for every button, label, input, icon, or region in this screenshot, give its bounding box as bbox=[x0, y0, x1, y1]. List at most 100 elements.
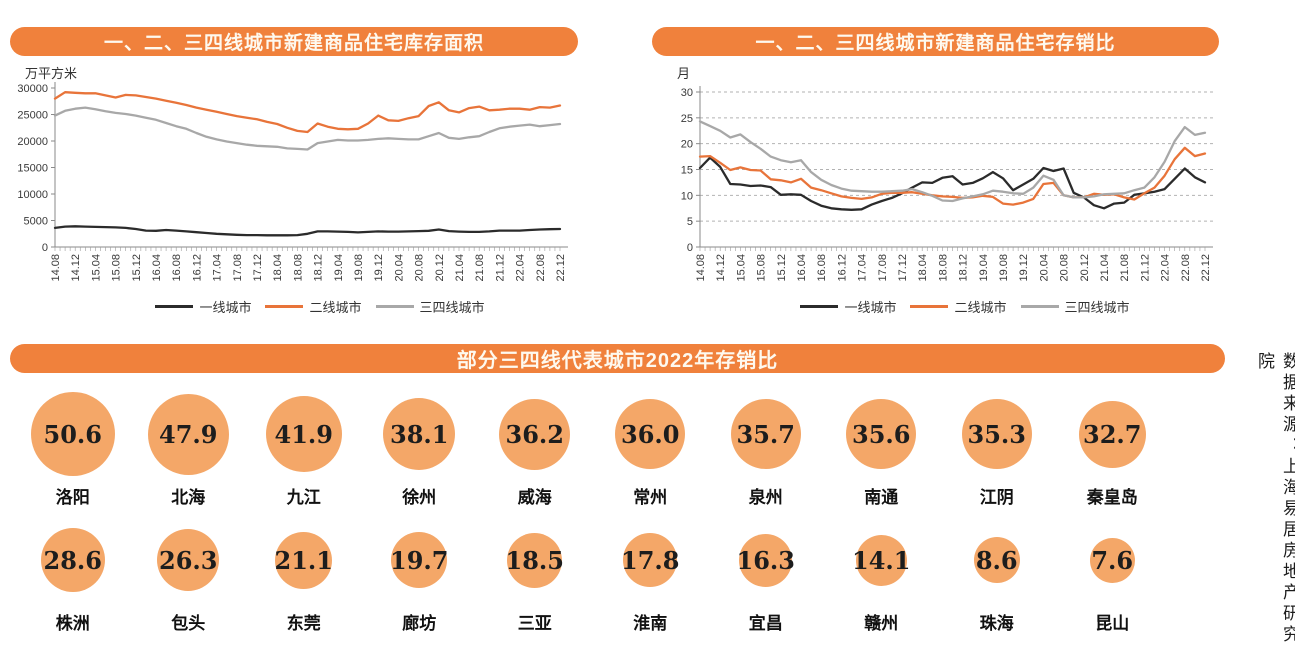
bubble-city-label: 徐州 bbox=[402, 488, 437, 507]
x-tick-label: 15.08 bbox=[756, 254, 768, 282]
bubble-cell: 19.7 廊坊 bbox=[362, 514, 478, 634]
x-tick-label: 15.12 bbox=[131, 254, 143, 282]
bubble-value: 32.7 bbox=[1083, 419, 1142, 449]
bubble-value: 35.6 bbox=[852, 419, 911, 449]
x-tick-label: 16.08 bbox=[816, 254, 828, 282]
bubble-value: 14.1 bbox=[852, 545, 911, 575]
bubble-city-label: 北海 bbox=[171, 488, 206, 507]
x-tick-label: 16.12 bbox=[191, 254, 203, 282]
x-tick-label: 21.08 bbox=[474, 254, 486, 282]
y-tick-label: 20 bbox=[681, 139, 693, 151]
x-axis: 14.08 14.12 15.04 15.08 15.12 16.04 16.08 16.12… bbox=[695, 246, 1213, 282]
x-tick-label: 19.04 bbox=[978, 254, 990, 282]
bubble-value: 8.6 bbox=[975, 545, 1018, 575]
series-line-tier2 bbox=[53, 91, 562, 134]
tier1-line-swatch bbox=[800, 305, 839, 308]
bubble-circle: 8.6 bbox=[973, 537, 1020, 583]
y-tick-label: 5000 bbox=[24, 216, 48, 228]
gridlines bbox=[700, 91, 1215, 222]
y-tick-label: 15000 bbox=[17, 163, 48, 175]
x-tick-label: 21.12 bbox=[494, 254, 506, 282]
tier34-line-swatch bbox=[375, 305, 414, 308]
y-tick-label: 0 bbox=[42, 242, 48, 254]
x-tick-label: 15.12 bbox=[776, 254, 788, 282]
y-axis: 0 5000 10000 15000 20000 25000 30000 bbox=[17, 82, 56, 254]
bubble-cell: 36.0 常州 bbox=[593, 388, 709, 508]
bubble-circle: 17.8 bbox=[621, 533, 680, 587]
bubble-city-label: 秦皇岛 bbox=[1086, 488, 1138, 507]
tier1-line-swatch bbox=[155, 305, 194, 308]
x-tick-label: 22.12 bbox=[555, 254, 567, 282]
ratio-line-chart: 月 0 5 10 15 20 25 30 14.08 14.12 15.04 15.08 15.12 16… bbox=[677, 66, 1215, 282]
x-tick-label: 19.08 bbox=[353, 254, 365, 282]
x-tick-label: 18.04 bbox=[272, 254, 284, 282]
x-tick-label: 21.04 bbox=[454, 254, 466, 282]
x-tick-label: 14.08 bbox=[50, 254, 62, 282]
bubble-cell: 28.6 株洲 bbox=[15, 514, 131, 634]
bubble-city-label: 赣州 bbox=[864, 614, 899, 633]
legend-item-tier1: 一线城市 bbox=[155, 297, 251, 316]
unit-label: 万平方米 bbox=[25, 66, 77, 81]
bubble-value: 35.3 bbox=[967, 419, 1026, 449]
y-tick-label: 10 bbox=[681, 190, 693, 202]
bubble-value: 38.1 bbox=[390, 419, 449, 449]
bubble-value: 47.9 bbox=[159, 419, 218, 449]
legend-item-tier34: 三四线城市 bbox=[1020, 297, 1130, 316]
bubble-circle: 28.6 bbox=[40, 528, 105, 592]
bubble-cell: 7.6 昆山 bbox=[1055, 514, 1171, 634]
legend-label: 二线城市 bbox=[954, 300, 1007, 315]
x-tick-label: 16.04 bbox=[151, 254, 163, 282]
bubble-circle: 36.2 bbox=[499, 398, 571, 470]
bubble-city-label: 包头 bbox=[171, 614, 206, 633]
x-tick-label: 22.08 bbox=[1180, 254, 1192, 282]
bubble-circle: 21.1 bbox=[275, 531, 333, 589]
x-tick-label: 22.12 bbox=[1200, 254, 1212, 282]
tier2-line-swatch bbox=[910, 305, 949, 308]
bubble-circle: 47.9 bbox=[147, 393, 229, 475]
y-tick-label: 5 bbox=[687, 216, 693, 228]
x-tick-label: 18.12 bbox=[313, 254, 325, 282]
x-tick-label: 15.04 bbox=[735, 254, 747, 282]
legend-label: 一线城市 bbox=[199, 300, 252, 315]
bubble-cell: 50.6 洛阳 bbox=[15, 388, 131, 508]
inventory-chart-title: 一、二、三四线城市新建商品住宅库存面积 bbox=[10, 27, 578, 56]
bubble-city-label: 威海 bbox=[517, 488, 552, 507]
bubble-city-label: 南通 bbox=[864, 488, 899, 507]
x-tick-label: 18.04 bbox=[917, 254, 929, 282]
bubble-value: 17.8 bbox=[621, 545, 680, 575]
bubble-cell: 8.6 珠海 bbox=[939, 514, 1055, 634]
inventory-chart-legend: 一线城市 二线城市 三四线城市 bbox=[0, 297, 640, 316]
x-tick-label: 21.08 bbox=[1119, 254, 1131, 282]
tier34-line-swatch bbox=[1020, 305, 1059, 308]
x-tick-label: 20.04 bbox=[393, 254, 405, 282]
bubble-value: 50.6 bbox=[43, 419, 102, 449]
x-tick-label: 20.12 bbox=[434, 254, 446, 282]
bubble-value: 26.3 bbox=[159, 545, 218, 575]
legend-item-tier34: 三四线城市 bbox=[375, 297, 485, 316]
bubble-city-label: 东莞 bbox=[286, 614, 321, 633]
bubble-value: 7.6 bbox=[1091, 545, 1134, 575]
bubble-value: 35.7 bbox=[736, 419, 795, 449]
y-tick-label: 25000 bbox=[17, 110, 48, 122]
x-tick-label: 14.12 bbox=[715, 254, 727, 282]
x-tick-label: 21.12 bbox=[1139, 254, 1151, 282]
legend-label: 一线城市 bbox=[844, 300, 897, 315]
bubble-circle: 41.9 bbox=[265, 396, 342, 472]
x-tick-label: 18.08 bbox=[292, 254, 304, 282]
bubble-cell: 36.2 威海 bbox=[477, 388, 593, 508]
bubble-circle: 18.5 bbox=[506, 532, 564, 588]
x-tick-label: 19.12 bbox=[1018, 254, 1030, 282]
x-tick-label: 17.08 bbox=[877, 254, 889, 282]
bubble-value: 36.0 bbox=[621, 419, 680, 449]
y-tick-label: 15 bbox=[681, 165, 693, 177]
bubble-value: 16.3 bbox=[736, 545, 795, 575]
bubble-city-label: 泉州 bbox=[748, 488, 783, 507]
x-tick-label: 17.12 bbox=[252, 254, 264, 282]
y-tick-label: 20000 bbox=[17, 136, 48, 148]
x-tick-label: 16.04 bbox=[796, 254, 808, 282]
bubble-circle: 50.6 bbox=[30, 392, 115, 476]
x-tick-label: 19.12 bbox=[373, 254, 385, 282]
bubble-cell: 35.3 江阴 bbox=[939, 388, 1055, 508]
